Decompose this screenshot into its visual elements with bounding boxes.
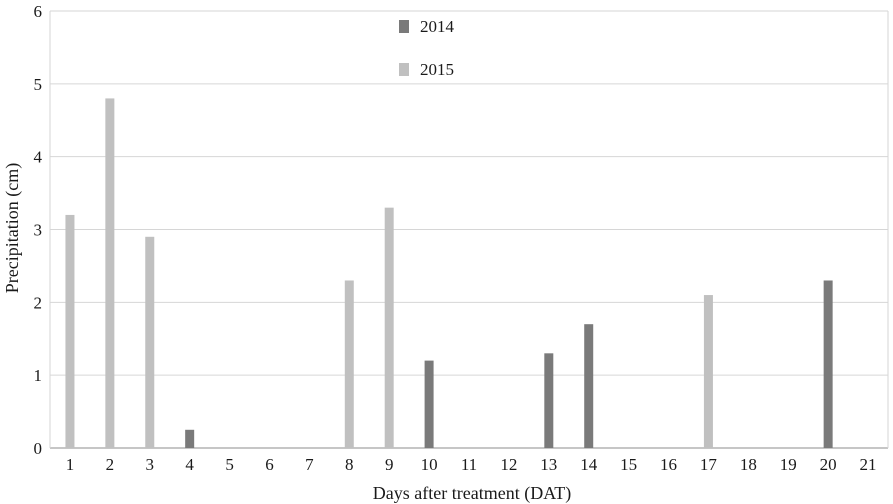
x-tick-label: 3 (146, 455, 155, 474)
x-tick-label: 9 (385, 455, 394, 474)
x-tick-label: 15 (620, 455, 637, 474)
y-tick-label: 2 (34, 293, 43, 312)
bar-2014 (584, 324, 594, 448)
x-tick-label: 1 (66, 455, 75, 474)
bar-2015 (344, 280, 354, 448)
bar-2015 (145, 236, 155, 448)
bar-2015 (703, 295, 713, 448)
legend-label-2015: 2015 (420, 60, 454, 79)
x-tick-label: 4 (185, 455, 194, 474)
bar-2015 (384, 207, 394, 448)
y-tick-label: 5 (34, 75, 43, 94)
x-tick-label: 7 (305, 455, 314, 474)
x-tick-label: 14 (580, 455, 598, 474)
legend: 2014 2015 (399, 17, 455, 79)
x-tick-label: 19 (780, 455, 797, 474)
y-tick-label: 6 (34, 2, 43, 21)
x-tick-label: 13 (540, 455, 557, 474)
y-axis-ticks: 0 1 2 3 4 5 6 (34, 2, 43, 458)
bar-2014 (424, 360, 434, 448)
y-tick-label: 1 (34, 366, 43, 385)
x-tick-label: 10 (421, 455, 438, 474)
x-axis-ticks: 1 2 3 4 5 6 7 8 9 10 11 12 13 14 15 16 17 18 19 20 21 (66, 455, 877, 474)
bar-2014 (185, 429, 195, 448)
bar-2014 (544, 353, 554, 448)
y-tick-label: 3 (34, 221, 43, 240)
bar-2015 (65, 214, 75, 448)
x-tick-label: 20 (820, 455, 837, 474)
y-tick-label: 0 (34, 439, 43, 458)
x-tick-label: 17 (700, 455, 718, 474)
x-tick-label: 18 (740, 455, 757, 474)
y-tick-label: 4 (34, 148, 43, 167)
legend-swatch-2015 (399, 63, 409, 76)
legend-label-2014: 2014 (420, 17, 455, 36)
gridlines (49, 10, 889, 449)
x-tick-label: 6 (265, 455, 274, 474)
bar-2015 (105, 98, 115, 449)
y-axis-label: Precipitation (cm) (2, 163, 23, 293)
x-tick-label: 12 (500, 455, 517, 474)
x-tick-label: 21 (860, 455, 877, 474)
legend-swatch-2014 (399, 20, 409, 33)
x-tick-label: 2 (106, 455, 115, 474)
x-tick-label: 5 (225, 455, 234, 474)
x-axis-label: Days after treatment (DAT) (373, 483, 571, 504)
bars (65, 98, 833, 449)
x-tick-label: 11 (461, 455, 477, 474)
x-tick-label: 16 (660, 455, 677, 474)
x-tick-label: 8 (345, 455, 354, 474)
bar-2014 (823, 280, 833, 448)
